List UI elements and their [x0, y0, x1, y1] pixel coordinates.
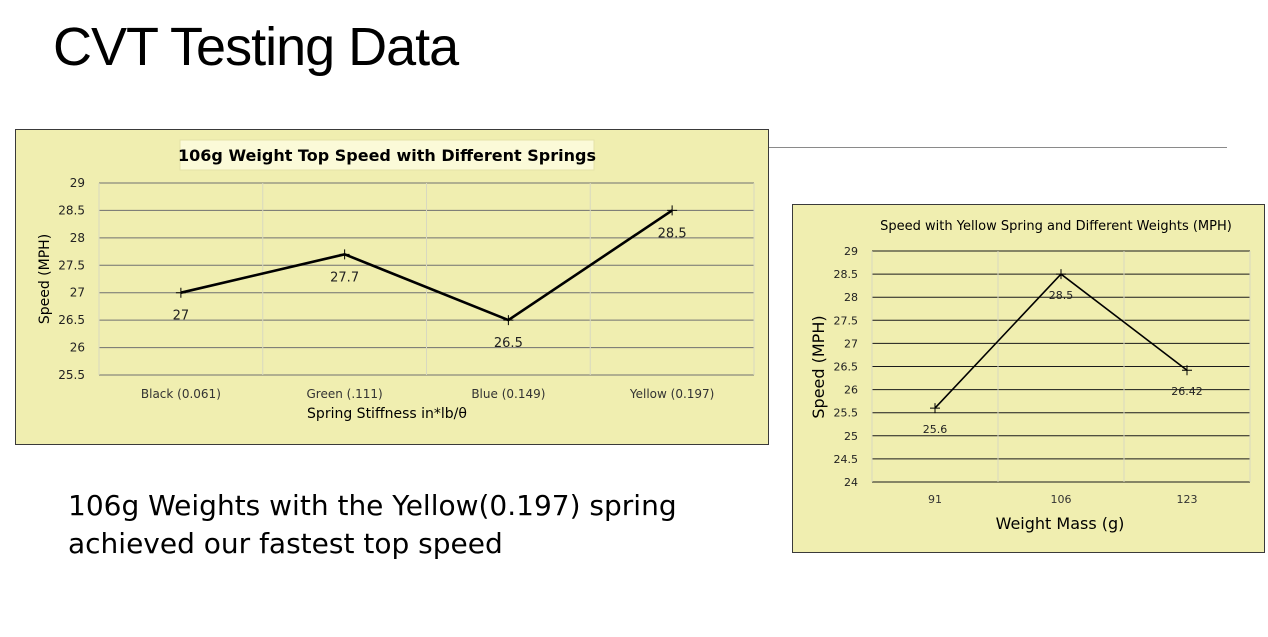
summary-line-2: achieved our fastest top speed — [68, 527, 503, 560]
chart-springs: 106g Weight Top Speed with Different Spr… — [15, 129, 769, 445]
y-tick-label: 28.5 — [834, 268, 859, 281]
y-tick-label: 29 — [70, 176, 85, 190]
data-point-marker — [667, 205, 678, 216]
y-tick-label: 27 — [70, 286, 85, 300]
summary-line-1: 106g Weights with the Yellow(0.197) spri… — [68, 489, 677, 522]
y-tick-label: 25.5 — [58, 368, 85, 382]
chart-title: 106g Weight Top Speed with Different Spr… — [178, 146, 596, 165]
x-tick-label: 123 — [1177, 493, 1198, 506]
chart-springs-svg: 106g Weight Top Speed with Different Spr… — [37, 139, 755, 422]
data-label: 28.5 — [1049, 289, 1074, 302]
y-tick-label: 25 — [844, 430, 858, 443]
data-point-marker — [1056, 269, 1066, 280]
data-point-marker — [930, 403, 940, 414]
chart-title: Speed with Yellow Spring and Different W… — [880, 219, 1232, 234]
x-tick-label: Blue (0.149) — [471, 387, 545, 401]
y-tick-label: 26.5 — [58, 313, 85, 327]
x-axis-title: Spring Stiffness in*lb/θ — [307, 406, 467, 422]
x-tick-label: Black (0.061) — [141, 387, 221, 401]
divider-line — [769, 147, 1227, 148]
series-line — [180, 209, 673, 322]
chart-title-box — [179, 139, 595, 171]
x-axis-title: Weight Mass (g) — [996, 514, 1125, 533]
y-tick-label: 24 — [844, 476, 858, 489]
y-tick-label: 24.5 — [834, 453, 859, 466]
y-tick-label: 28 — [70, 231, 85, 245]
y-tick-label: 26 — [70, 341, 85, 355]
data-point-marker — [1182, 365, 1192, 376]
y-axis-title: Speed (MPH) — [37, 234, 53, 324]
y-tick-label: 27.5 — [834, 314, 859, 327]
data-point-marker — [175, 287, 186, 298]
data-point-marker — [339, 249, 350, 260]
slide-title: CVT Testing Data — [53, 17, 459, 77]
y-tick-label: 28 — [844, 291, 858, 304]
data-label: 27.7 — [330, 270, 359, 285]
data-label: 25.6 — [923, 423, 948, 436]
data-label: 28.5 — [658, 226, 687, 241]
y-tick-label: 29 — [844, 245, 858, 258]
y-tick-label: 25.5 — [834, 407, 859, 420]
data-label: 26.42 — [1171, 385, 1203, 398]
chart-weights-svg: Speed with Yellow Spring and Different W… — [809, 219, 1251, 533]
y-axis-title: Speed (MPH) — [809, 315, 828, 418]
x-tick-label: Green (.111) — [307, 387, 383, 401]
x-tick-label: 106 — [1051, 493, 1072, 506]
data-point-marker — [503, 315, 514, 326]
summary-text: 106g Weights with the Yellow(0.197) spri… — [68, 487, 708, 563]
data-label: 27 — [173, 309, 190, 324]
y-tick-label: 27 — [844, 337, 858, 350]
x-tick-label: Yellow (0.197) — [629, 387, 714, 401]
x-tick-label: 91 — [928, 493, 942, 506]
y-tick-label: 28.5 — [58, 203, 85, 217]
data-label: 26.5 — [494, 336, 523, 351]
y-tick-label: 26.5 — [834, 361, 859, 374]
y-tick-label: 27.5 — [58, 258, 85, 272]
y-tick-label: 26 — [844, 384, 858, 397]
chart-weights: Speed with Yellow Spring and Different W… — [792, 204, 1265, 553]
